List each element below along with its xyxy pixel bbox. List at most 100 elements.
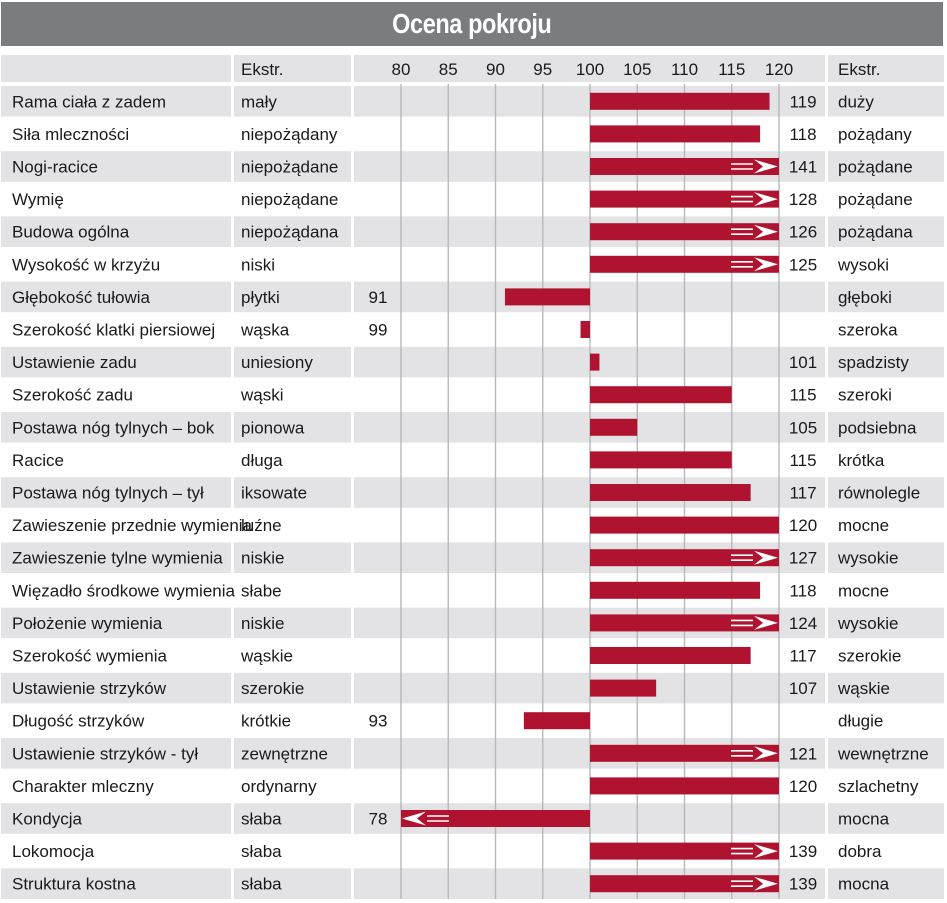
- x-tick-label: 80: [392, 60, 411, 79]
- value-label: 139: [789, 875, 817, 894]
- extreme-low-label: luźne: [241, 516, 282, 535]
- trait-label: Położenie wymienia: [12, 614, 163, 633]
- bar: [590, 353, 600, 371]
- bar: [590, 842, 779, 860]
- value-label: 121: [789, 744, 817, 763]
- row-band: [1, 672, 231, 704]
- extreme-low-label: niskie: [241, 549, 284, 568]
- value-label: 120: [789, 516, 817, 535]
- trait-label: Budowa ogólna: [12, 223, 130, 242]
- row-band: [828, 86, 944, 117]
- header-band: [1, 55, 231, 82]
- extreme-low-label: mały: [241, 92, 277, 111]
- extreme-low-label: słaba: [241, 875, 282, 894]
- x-tick-label: 95: [533, 60, 552, 79]
- row-band: [234, 346, 351, 378]
- extreme-high-label: duży: [838, 92, 874, 111]
- bar: [590, 125, 761, 143]
- row-band: [234, 738, 351, 769]
- trait-label: Rama ciała z zadem: [12, 92, 166, 111]
- row-band: [1, 607, 231, 639]
- extreme-low-label: wąskie: [240, 647, 293, 666]
- header-band: [354, 55, 825, 82]
- extreme-high-label: wewnętrzne: [837, 744, 929, 763]
- trait-label: Długość strzyków: [12, 712, 145, 731]
- bar: [590, 92, 770, 110]
- value-label: 127: [789, 549, 817, 568]
- row-band: [828, 477, 944, 508]
- row-band: [234, 477, 351, 508]
- value-label: 101: [789, 353, 817, 372]
- labels: Ekstr. Ekstr. 80 85 90 95 100 105 110 115 120 Rama …: [12, 60, 929, 894]
- extreme-high-label: wąskie: [837, 679, 890, 698]
- extreme-low-label: iksowate: [241, 484, 307, 503]
- row-band: [234, 216, 351, 247]
- value-label: 117: [789, 647, 816, 666]
- x-tick-label: 120: [765, 60, 793, 79]
- row-band: [234, 672, 351, 704]
- extreme-low-label: słaba: [241, 842, 282, 861]
- extreme-low-label: niepożądane: [241, 190, 338, 209]
- clip-arrow-head: [754, 224, 778, 239]
- extreme-high-label: wysokie: [837, 614, 898, 633]
- extreme-low-label: zewnętrzne: [241, 744, 328, 763]
- extreme-high-label: podsiebna: [838, 418, 917, 437]
- row-band: [234, 803, 351, 834]
- value-label: 125: [789, 255, 817, 274]
- row-band: [1, 477, 231, 508]
- trait-label: Postawa nóg tylnych – tył: [12, 484, 204, 503]
- clip-arrow-head: [754, 876, 778, 891]
- trait-label: Szerokość wymienia: [12, 647, 167, 666]
- extreme-low-label: wąska: [240, 321, 290, 340]
- clip-arrow-head: [754, 192, 778, 207]
- trait-label: Postawa nóg tylnych – bok: [12, 418, 215, 437]
- extreme-high-label: głęboki: [838, 288, 892, 307]
- extreme-low-label: wąski: [240, 386, 284, 405]
- row-band: [234, 542, 351, 573]
- value-label: 119: [789, 92, 816, 111]
- bar: [590, 744, 779, 762]
- row-band: [828, 412, 944, 443]
- row-band: [234, 86, 351, 117]
- clip-arrow-head: [402, 811, 426, 826]
- bar: [590, 777, 779, 795]
- value-label: 120: [789, 777, 817, 796]
- x-tick-label: 105: [623, 60, 651, 79]
- clip-arrow-head: [754, 159, 778, 174]
- extreme-low-label: niepożądany: [241, 125, 338, 144]
- extreme-high-label: pożądane: [838, 158, 913, 177]
- x-tick-label: 115: [718, 60, 745, 79]
- value-label: 118: [789, 581, 816, 600]
- trait-label: Głębokość tułowia: [12, 288, 151, 307]
- extreme-high-label: pożądany: [838, 125, 912, 144]
- trait-label: Wymię: [12, 190, 64, 209]
- row-band: [1, 216, 231, 247]
- extreme-high-label: mocna: [838, 810, 890, 829]
- clip-arrow-head: [754, 746, 778, 761]
- clip-arrow-head: [754, 844, 778, 859]
- value-label: 93: [369, 712, 388, 731]
- bar: [590, 158, 779, 175]
- value-label: 99: [369, 321, 388, 340]
- extreme-high-label: mocna: [838, 875, 890, 894]
- bar: [590, 223, 779, 241]
- bar: [590, 255, 779, 273]
- extreme-low-label: pionowa: [241, 418, 305, 437]
- extreme-high-label: wysokie: [837, 549, 898, 568]
- bar: [590, 875, 779, 893]
- row-band: [1, 868, 231, 899]
- bar: [523, 712, 590, 730]
- trait-label: Ustawienie strzyków: [12, 679, 167, 698]
- value-label: 124: [789, 614, 817, 633]
- extreme-low-label: płytki: [241, 288, 280, 307]
- row-band: [828, 151, 944, 182]
- trait-label: Struktura kostna: [12, 875, 136, 894]
- extreme-low-label: krótkie: [241, 712, 291, 731]
- bar: [590, 679, 657, 697]
- bar: [590, 484, 751, 501]
- row-band: [234, 412, 351, 443]
- row-band: [1, 346, 231, 378]
- row-band: [828, 281, 944, 313]
- x-tick-label: 100: [576, 60, 604, 79]
